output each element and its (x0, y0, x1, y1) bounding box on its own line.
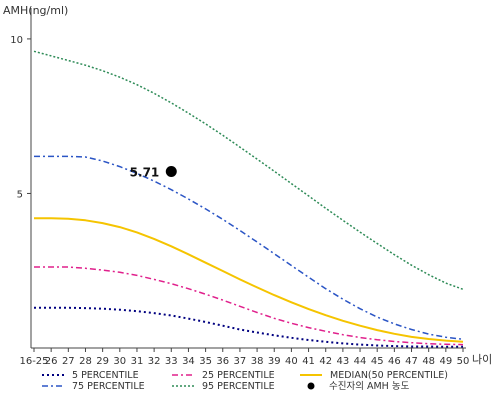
x-tick-label: 28 (79, 356, 92, 367)
legend-point-marker (307, 382, 315, 390)
series-line-3 (34, 155, 464, 341)
x-tick-label: 39 (268, 356, 281, 367)
x-tick-label: 40 (285, 356, 298, 367)
x-tick-label: 42 (319, 356, 332, 367)
x-tick-label: 47 (405, 356, 418, 367)
x-tick-label: 30 (113, 356, 126, 367)
x-tick-label: 37 (234, 356, 247, 367)
y-tick-label: 5 (17, 189, 23, 200)
x-tick-label: 31 (131, 356, 144, 367)
x-tick-label: 50 (457, 356, 470, 367)
x-tick-label: 36 (216, 356, 229, 367)
x-tick-label: 41 (302, 356, 315, 367)
x-tick-label: 27 (62, 356, 75, 367)
x-tick-label: 26 (45, 356, 58, 367)
patient-amh-point (165, 166, 177, 178)
x-tick-label: 34 (182, 356, 195, 367)
x-tick-label: 46 (388, 356, 401, 367)
patient-amh-value-label: 5.71 (130, 166, 160, 180)
series-line-0 (34, 306, 463, 348)
x-tick-label: 33 (165, 356, 178, 367)
legend-label-0: 5 PERCENTILE (72, 370, 139, 381)
x-tick-label: 49 (439, 356, 452, 367)
legend-point-label: 수진자의 AMH 농도 (329, 381, 410, 392)
legend-label-4: 95 PERCENTILE (202, 381, 275, 392)
series-line-1 (34, 266, 464, 346)
x-tick-label: 43 (337, 356, 350, 367)
legend-label-2: MEDIAN(50 PERCENTILE) (330, 370, 448, 381)
x-tick-label: 44 (354, 356, 367, 367)
x-tick-label: 16-25 (19, 356, 48, 367)
x-tick-label: 29 (96, 356, 109, 367)
x-axis-title: 나이 (472, 353, 492, 366)
series-line-4 (33, 50, 464, 291)
legend-label-1: 25 PERCENTILE (202, 370, 275, 381)
x-tick-label: 38 (251, 356, 264, 367)
y-axis-title: AMH(ng/ml) (3, 4, 68, 17)
x-tick-label: 32 (148, 356, 161, 367)
y-tick-label: 10 (10, 35, 23, 46)
x-tick-label: 45 (371, 356, 384, 367)
x-tick-label: 35 (199, 356, 212, 367)
x-tick-label: 48 (422, 356, 435, 367)
plot-area: 5.71 (33, 50, 464, 348)
legend-label-3: 75 PERCENTILE (72, 381, 145, 392)
series-line-2 (34, 217, 464, 343)
